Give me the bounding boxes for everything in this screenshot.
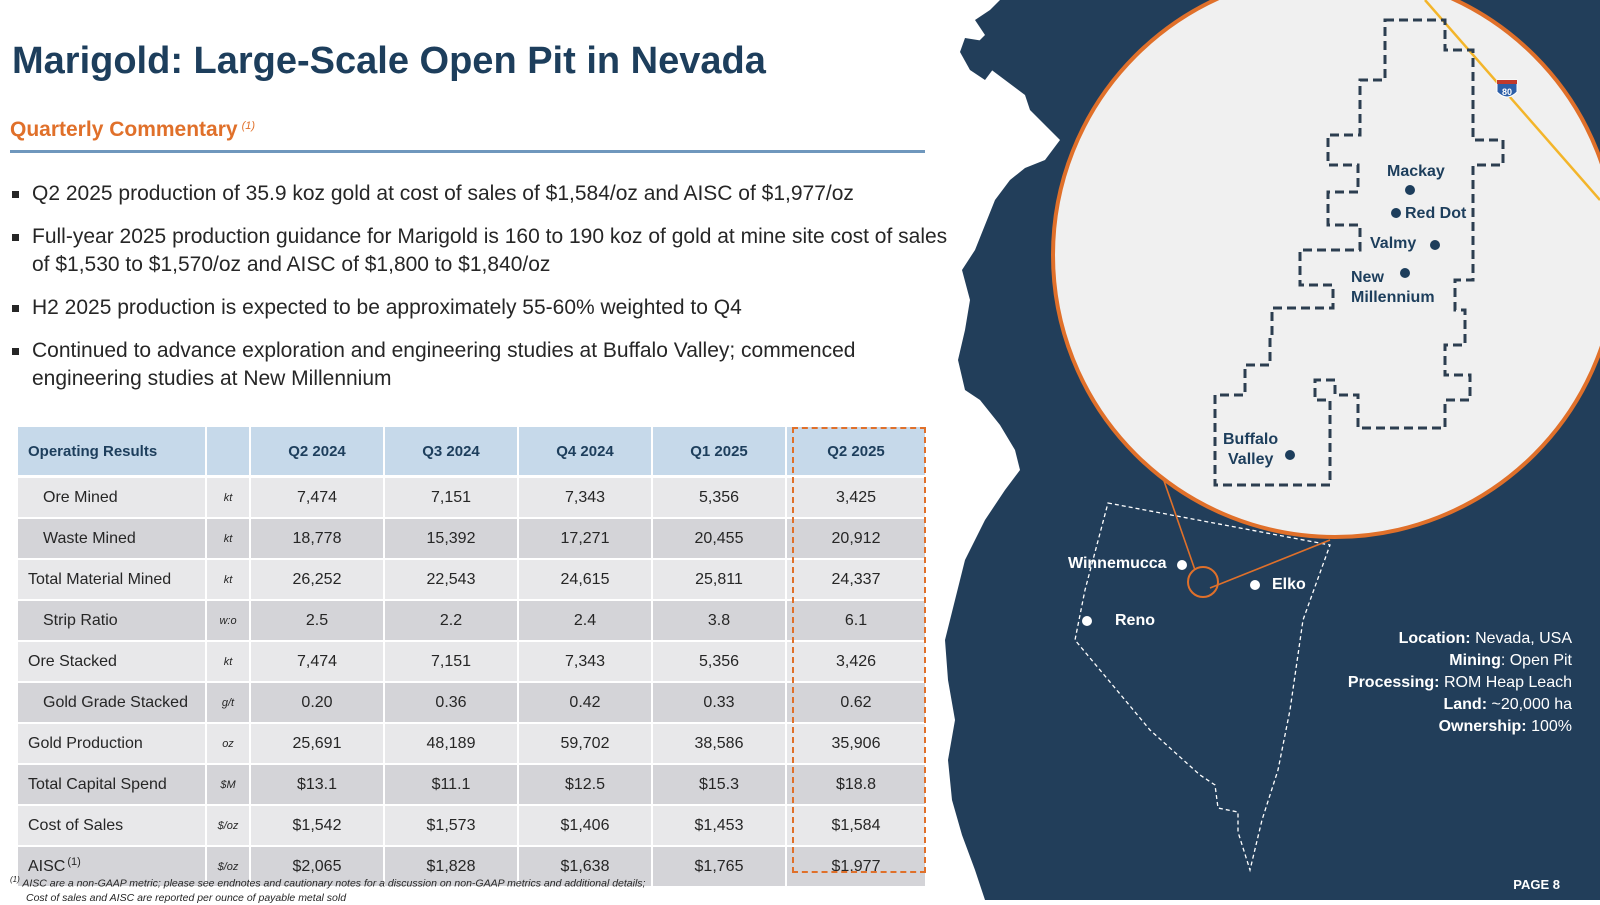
- header-cell: [206, 427, 251, 478]
- footnote-ref: (1): [241, 120, 256, 132]
- site-label-mackay: Mackay: [1387, 163, 1445, 180]
- highway-shield-icon: 80: [1496, 79, 1518, 98]
- nevada-border: [1074, 502, 1331, 873]
- site-label-buffalo: Buffalo: [1223, 431, 1279, 448]
- table-row: AISC (1) $/oz $2,065 $1,828 $1,638 $1,765 $1,9…: [18, 846, 927, 888]
- location-marker-circle: [1187, 566, 1219, 598]
- page-number: PAGE 8: [1513, 877, 1560, 892]
- table-row: Ore Mined kt 7,474 7,151 7,343 5,356 3,425: [18, 476, 927, 519]
- commentary-heading: Quarterly Commentary (1): [10, 118, 256, 141]
- new-millennium-dot: [1400, 268, 1410, 278]
- info-location: Location: Nevada, USA: [1398, 630, 1572, 647]
- table-row: Cost of Sales $/oz $1,542 $1,573 $1,406 $1,4…: [18, 805, 927, 847]
- commentary-bullet: Q2 2025 production of 35.9 koz gold at c…: [10, 180, 965, 208]
- site-label-millennium: Millennium: [1351, 289, 1435, 306]
- bullet-square-icon: [12, 234, 19, 241]
- page-title: Marigold: Large-Scale Open Pit in Nevada: [12, 40, 766, 82]
- table-row: Ore Stacked kt 7,474 7,151 7,343 5,356 3,426: [18, 640, 927, 683]
- commentary-bullet: Full-year 2025 production guidance for M…: [10, 223, 965, 279]
- commentary-bullet: Continued to advance exploration and eng…: [10, 337, 965, 393]
- red-dot-dot: [1391, 208, 1401, 218]
- valmy-dot: [1430, 240, 1440, 250]
- connector-line: [1209, 539, 1331, 589]
- info-ownership: Ownership: 100%: [1438, 718, 1572, 735]
- table-row: Gold Production oz 25,691 48,189 59,702 38,5…: [18, 722, 927, 765]
- reno-dot: [1082, 616, 1092, 626]
- winnemucca-dot: [1177, 560, 1187, 570]
- divider: [10, 150, 925, 153]
- header-cell: Q2 2024: [250, 427, 385, 478]
- table-row: Waste Mined kt 18,778 15,392 17,271 20,455 20…: [18, 518, 927, 560]
- table-row: Total Capital Spend $M $13.1 $11.1 $12.5 $15…: [18, 764, 927, 806]
- buffalo-valley-dot: [1285, 450, 1295, 460]
- highway-number: 80: [1502, 87, 1512, 97]
- table-row: Gold Grade Stacked g/t 0.20 0.36 0.42 0.33 0.…: [18, 682, 927, 724]
- header-cell: Q3 2024: [384, 427, 519, 478]
- header-cell: Operating Results: [18, 427, 207, 478]
- bullet-square-icon: [12, 305, 19, 312]
- city-label-reno: Reno: [1115, 612, 1155, 629]
- inset-circle: [1051, 0, 1600, 539]
- site-label-red-dot: Red Dot: [1405, 205, 1467, 222]
- header-cell: Q2 2025: [786, 427, 927, 478]
- city-label-elko: Elko: [1272, 576, 1306, 593]
- site-label-valley: Valley: [1228, 451, 1274, 468]
- operating-results-table: Operating Results Q2 2024 Q3 2024 Q4 202…: [18, 427, 927, 888]
- property-boundary: [1213, 18, 1505, 487]
- info-processing: Processing: ROM Heap Leach: [1347, 674, 1572, 691]
- header-cell: Q4 2024: [518, 427, 653, 478]
- site-label-valmy: Valmy: [1370, 235, 1417, 252]
- land-island: [960, 38, 1000, 80]
- commentary-bullet: H2 2025 production is expected to be app…: [10, 294, 965, 322]
- bullet-square-icon: [12, 348, 19, 355]
- elko-dot: [1250, 580, 1260, 590]
- property-info: Location: Nevada, USA Mining: Open Pit P…: [1348, 628, 1572, 738]
- bullet-square-icon: [12, 191, 19, 198]
- city-label-winnemucca: Winnemucca: [1068, 555, 1167, 572]
- highway-80-line: [1424, 0, 1600, 201]
- mackay-dot: [1405, 185, 1415, 195]
- table-row: Total Material Mined kt 26,252 22,543 24,61…: [18, 559, 927, 601]
- header-cell: Q1 2025: [652, 427, 787, 478]
- commentary-list: Q2 2025 production of 35.9 koz gold at c…: [10, 180, 965, 408]
- info-mining: Mining: Open Pit: [1449, 652, 1572, 669]
- table-row: Strip Ratio w:o 2.5 2.2 2.4 3.8 6.1: [18, 600, 927, 642]
- site-label-new: New: [1351, 269, 1384, 286]
- table-header-row: Operating Results Q2 2024 Q3 2024 Q4 202…: [18, 427, 927, 478]
- info-land: Land: ~20,000 ha: [1443, 696, 1572, 713]
